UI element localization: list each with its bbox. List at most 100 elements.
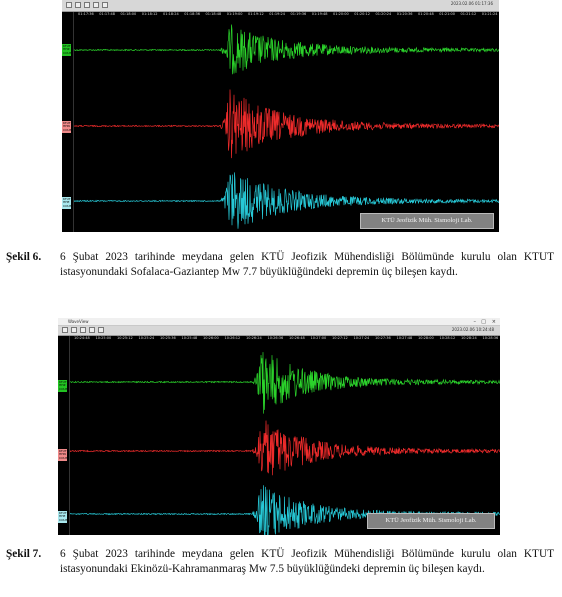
time-tick-label: 01:18:48	[205, 12, 222, 16]
channel-label-line: HHE	[59, 514, 66, 519]
channel-label: KTUTHHZCOUNTS	[58, 380, 67, 392]
time-tick-label: 10:25:24	[138, 336, 155, 340]
minimize-icon[interactable]: –	[473, 319, 477, 325]
channel-label-line: COUNTS	[59, 386, 67, 391]
channel-label: KTUTHHECOUNTS	[58, 511, 67, 523]
time-tick-label: 10:27:00	[310, 336, 327, 340]
time-tick-label: 10:26:00	[203, 336, 219, 340]
caption-text: 6 Şubat 2023 tarihinde meydana gelen KTÜ…	[60, 251, 554, 278]
time-tick-label: 10:25:48	[181, 336, 198, 340]
toolbar-button[interactable]	[84, 2, 90, 8]
time-tick-label: 10:28:00	[418, 336, 434, 340]
waveform-svg	[74, 24, 499, 229]
time-tick-label: 01:20:00	[333, 12, 349, 16]
channel-label-line: COUNTS	[63, 203, 71, 208]
time-axis: 10:24:48 10:25:00 10:25:12 10:25:24 10:25:36…	[70, 336, 500, 342]
toolbar-button[interactable]	[93, 2, 99, 8]
waveform-plot	[70, 342, 500, 535]
channel-label-line: KTUT	[63, 121, 71, 125]
waveform-svg	[70, 352, 500, 535]
lab-watermark: KTÜ Jeofizik Müh. Sismoloji Lab.	[360, 213, 494, 229]
viewer-toolbar: 2023.02.06 01:17:36	[62, 0, 499, 12]
channel-label-line: HHZ	[63, 47, 70, 52]
time-tick-label: 01:21:12	[460, 12, 477, 16]
channel-label: KTUTHHECOUNTS	[62, 197, 71, 209]
time-tick-label: 10:27:48	[396, 336, 413, 340]
time-tick-label: 01:20:24	[375, 12, 392, 16]
viewer-toolbar: 2023.02.06 10:24:48	[58, 326, 500, 336]
waveform-trace	[74, 89, 499, 159]
time-tick-label: 10:27:36	[375, 336, 391, 340]
channel-label-line: COUNTS	[59, 455, 67, 460]
time-tick-label: 01:19:24	[269, 12, 285, 16]
channel-label: KTUTHHZCOUNTS	[62, 44, 71, 56]
toolbar-button[interactable]	[89, 327, 95, 333]
time-tick-label: 10:26:36	[267, 336, 284, 340]
waveform-trace	[74, 172, 499, 229]
waveform-trace	[74, 24, 499, 75]
time-axis: 01:17:36 01:17:48 01:18:00 01:18:12 01:18:24…	[74, 12, 499, 18]
channel-label-line: COUNTS	[63, 50, 71, 55]
toolbar-button[interactable]	[80, 327, 86, 333]
time-tick-label: 01:18:36	[184, 12, 200, 16]
window-titlebar: WaveView – □ ×	[58, 318, 500, 326]
figure-6-caption: Şekil 6. 6 Şubat 2023 tarihinde meydana …	[6, 250, 554, 280]
time-tick-label: 10:26:12	[224, 336, 241, 340]
caption-label: Şekil 6.	[6, 251, 42, 263]
caption-text: 6 Şubat 2023 tarihinde meydana gelen KTÜ…	[60, 548, 554, 575]
time-tick-label: 01:19:12	[248, 12, 264, 16]
channel-label-panel: KTUTHHZCOUNTSKTUTHHNCOUNTSKTUTHHECOUNTS	[62, 12, 74, 232]
seismogram-figure-6: 2023.02.06 01:17:36 KTUTHHZCOUNTSKTUTHHN…	[62, 0, 499, 232]
toolbar-button[interactable]	[98, 327, 104, 333]
channel-label-line: HHN	[63, 124, 70, 129]
waveform-plot	[74, 18, 499, 232]
seismogram-figure-7: WaveView – □ × 2023.02.06 10:24:48 KTUT H…	[58, 318, 500, 535]
time-tick-label: 01:20:12	[354, 12, 370, 16]
close-icon[interactable]: ×	[491, 319, 496, 325]
time-tick-label: 10:25:36	[160, 336, 176, 340]
channel-label-line: KTUT	[59, 380, 67, 384]
toolbar-button[interactable]	[62, 327, 68, 333]
time-tick-label: 10:25:12	[117, 336, 133, 340]
toolbar-time: 2023.02.06 01:17:36	[450, 1, 493, 6]
lab-watermark: KTÜ Jeofizik Müh. Sismoloji Lab.	[367, 513, 495, 529]
app-title: WaveView	[68, 319, 89, 324]
time-tick-label: 10:25:00	[95, 336, 112, 340]
time-tick-label: 01:18:12	[141, 12, 158, 16]
toolbar-button[interactable]	[102, 2, 108, 8]
channel-label-line: HHN	[59, 452, 66, 457]
time-tick-label: 01:20:48	[418, 12, 434, 16]
channel-label-line: KTUT	[63, 197, 71, 201]
channel-label-line: HHE	[63, 200, 70, 205]
toolbar-button[interactable]	[75, 2, 81, 8]
channel-label: KTUTHHNCOUNTS	[58, 449, 67, 461]
channel-label-line: HHZ	[59, 383, 66, 388]
time-tick-label: 01:20:36	[396, 12, 413, 16]
channel-label-line: KTUT	[63, 44, 71, 48]
channel-label-line: COUNTS	[63, 127, 71, 132]
toolbar-button[interactable]	[66, 2, 72, 8]
channel-label-line: KTUT	[59, 449, 67, 453]
channel-label: KTUTHHNCOUNTS	[62, 121, 71, 133]
time-tick-label: 01:17:36	[78, 12, 94, 16]
time-tick-label: 01:18:00	[120, 12, 137, 16]
time-tick-label: 10:26:48	[289, 336, 305, 340]
channel-label-panel: KTUTHHZCOUNTSKTUTHHNCOUNTSKTUTHHECOUNTS	[58, 336, 70, 535]
time-tick-label: 01:19:36	[290, 12, 307, 16]
time-tick-label: 01:17:48	[99, 12, 115, 16]
time-tick-label: 01:19:48	[311, 12, 328, 16]
time-tick-label: 10:24:48	[74, 336, 90, 340]
caption-label: Şekil 7.	[6, 548, 42, 560]
time-tick-label: 01:21:00	[439, 12, 455, 16]
time-tick-label: 01:18:24	[163, 12, 179, 16]
time-tick-label: 10:28:24	[461, 336, 477, 340]
toolbar-button[interactable]	[71, 327, 77, 333]
maximize-icon[interactable]: □	[481, 319, 486, 325]
time-tick-label: 10:28:12	[439, 336, 456, 340]
time-tick-label: 01:19:00	[226, 12, 243, 16]
time-tick-label: 10:27:12	[332, 336, 348, 340]
toolbar-time: 2023.02.06 10:24:48	[451, 327, 494, 332]
time-tick-label: 10:28:36	[482, 336, 499, 340]
channel-label-line: KTUT	[59, 511, 67, 515]
waveform-trace	[70, 352, 500, 414]
